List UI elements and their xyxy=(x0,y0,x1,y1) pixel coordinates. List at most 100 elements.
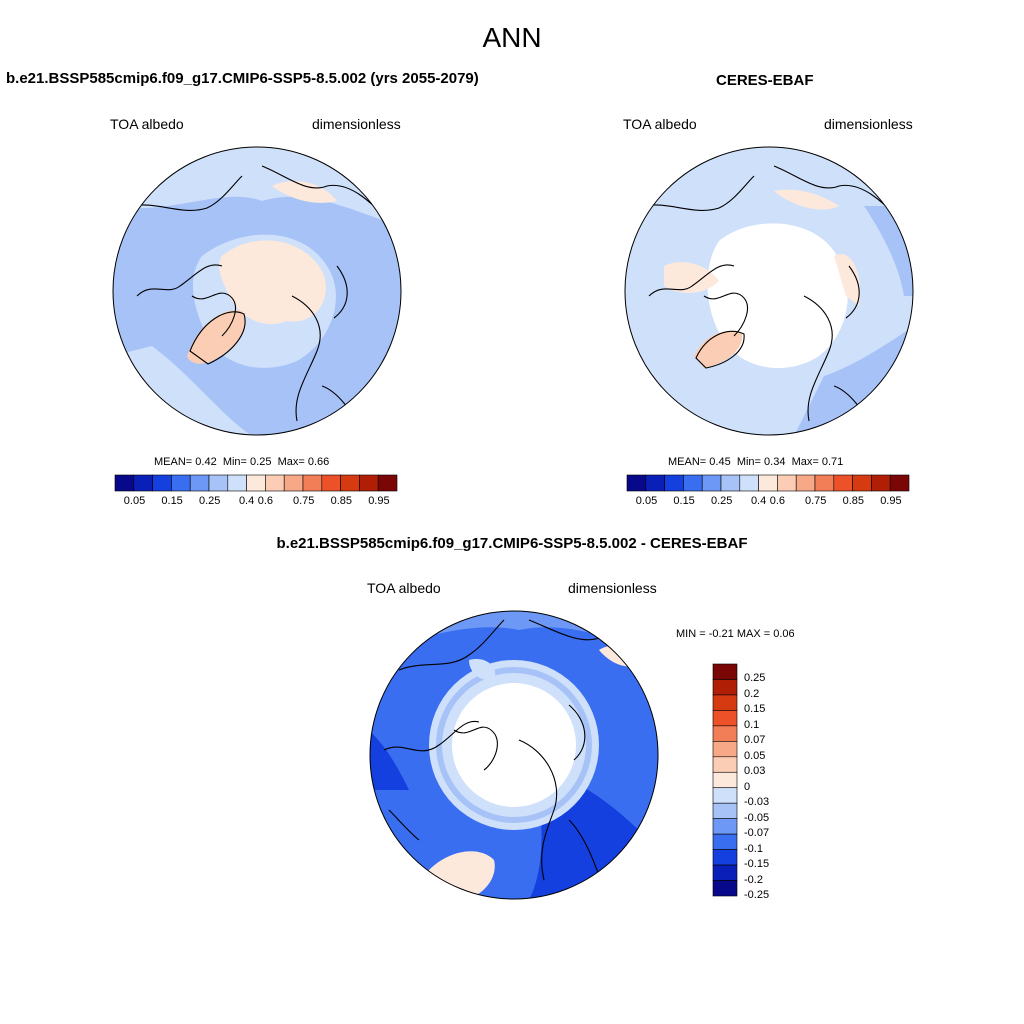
colorbar-model-labels: 0.05 0.15 0.25 0.4 0.6 0.75 0.85 0.95 xyxy=(115,495,397,509)
colorbar-swatch xyxy=(852,474,872,492)
units-label-diff: dimensionless xyxy=(568,580,657,596)
colorbar-tick-label: 0.4 xyxy=(750,495,767,507)
colorbar-obs-labels: 0.05 0.15 0.25 0.4 0.6 0.75 0.85 0.95 xyxy=(627,495,909,509)
min-value: 0.34 xyxy=(764,456,786,468)
variable-label-diff: TOA albedo xyxy=(367,580,441,596)
colorbar-swatch xyxy=(712,741,738,758)
stats-obs: MEAN= 0.45 Min= 0.34 Max= 0.71 xyxy=(668,456,843,468)
colorbar-tick-label: 0.6 xyxy=(257,495,274,507)
colorbar-tick-label: 0.15 xyxy=(744,703,766,716)
colorbar-swatch xyxy=(712,787,738,804)
stats-diff: MIN = -0.21 MAX = 0.06 xyxy=(676,628,795,640)
units-label-model: dimensionless xyxy=(312,116,401,132)
colorbar-tick-label: -0.25 xyxy=(744,889,770,901)
colorbar-swatch xyxy=(302,474,323,492)
colorbar-tick-label: 0.1 xyxy=(744,718,760,731)
colorbar-tick-label: 0.05 xyxy=(744,749,766,762)
colorbar-swatch xyxy=(758,474,778,492)
colorbar-swatch xyxy=(626,474,647,492)
colorbar-swatch xyxy=(712,818,738,835)
colorbar-tick-label: 0.95 xyxy=(880,495,902,507)
mean-value: 0.42 xyxy=(195,456,217,468)
colorbar-tick-label: 0.15 xyxy=(673,495,695,507)
max-label: Max= xyxy=(277,456,305,468)
polar-map-obs xyxy=(624,146,914,436)
colorbar-diff-labels: 0.25 0.2 0.15 0.1 0.07 0.05 0.03 0 -0.03 -0.05 -0.… xyxy=(744,664,804,901)
colorbar-swatch xyxy=(208,474,229,492)
colorbar-tick-label: 0.95 xyxy=(368,495,390,507)
colorbar-swatch xyxy=(712,725,738,742)
colorbar-swatch xyxy=(712,694,738,711)
colorbar-tick-label: -0.05 xyxy=(744,811,770,824)
colorbar-tick-label: -0.03 xyxy=(744,796,770,809)
mean-value: 0.45 xyxy=(709,456,731,468)
colorbar-swatch xyxy=(265,474,285,492)
colorbar-swatch xyxy=(720,474,741,492)
stats-model: MEAN= 0.42 Min= 0.25 Max= 0.66 xyxy=(154,456,329,468)
colorbar-swatch xyxy=(712,864,738,881)
polar-map-model xyxy=(112,146,402,436)
colorbar-swatch xyxy=(712,849,738,866)
panel-title-model: b.e21.BSSP585cmip6.f09_g17.CMIP6-SSP5-8.… xyxy=(6,70,479,87)
min-value: 0.25 xyxy=(250,456,272,468)
figure-title: ANN xyxy=(482,22,542,53)
colorbar-swatch xyxy=(246,474,266,492)
colorbar-tick-label: -0.15 xyxy=(744,858,770,871)
colorbar-tick-label: 0.85 xyxy=(842,495,865,507)
colorbar-swatch xyxy=(871,474,891,492)
colorbar-swatch xyxy=(171,474,191,492)
colorbar-tick-label: 0.75 xyxy=(293,495,315,507)
min-label: Min= xyxy=(736,456,761,468)
colorbar-swatch xyxy=(114,474,135,492)
colorbar-swatch xyxy=(189,474,210,492)
colorbar-swatch xyxy=(645,474,665,492)
colorbar-swatch xyxy=(712,833,738,850)
colorbar-swatch xyxy=(712,663,738,680)
colorbar-tick-label: 0.25 xyxy=(744,672,766,685)
colorbar-swatch xyxy=(712,756,738,773)
polar-map-diff xyxy=(369,610,659,900)
colorbar-tick-label: 0.75 xyxy=(805,495,827,507)
colorbar-swatch xyxy=(712,771,738,789)
colorbar-swatch xyxy=(712,880,738,897)
colorbar-tick-label: 0.07 xyxy=(744,734,766,747)
colorbar-swatch xyxy=(227,474,247,492)
colorbar-tick-label: 0 xyxy=(744,780,751,793)
colorbar-swatch xyxy=(359,474,379,492)
max-value: 0.71 xyxy=(821,456,844,468)
mean-label: MEAN= xyxy=(154,456,193,468)
colorbar-swatch xyxy=(777,474,797,492)
panel-title-obs: CERES-EBAF xyxy=(716,72,814,89)
variable-label-model: TOA albedo xyxy=(110,116,184,132)
units-label-obs: dimensionless xyxy=(824,116,913,132)
max-label: Max= xyxy=(791,456,819,468)
mean-label: MEAN= xyxy=(668,456,707,468)
variable-label-obs: TOA albedo xyxy=(623,116,697,132)
colorbar-swatch xyxy=(683,474,703,492)
colorbar-tick-label: 0.15 xyxy=(161,495,183,507)
colorbar-tick-label: 0.05 xyxy=(635,495,658,507)
panel-title-diff: b.e21.BSSP585cmip6.f09_g17.CMIP6-SSP5-8.… xyxy=(276,535,748,552)
colorbar-swatch xyxy=(283,474,304,492)
max-value: 0.66 xyxy=(307,456,330,468)
colorbar-swatch xyxy=(664,474,684,492)
colorbar-tick-label: 0.05 xyxy=(123,495,146,507)
colorbar-swatch xyxy=(340,474,360,492)
colorbar-tick-label: -0.1 xyxy=(744,842,763,855)
colorbar-tick-label: 0.4 xyxy=(238,495,255,507)
colorbar-tick-label: -0.2 xyxy=(744,873,763,886)
colorbar-swatch xyxy=(712,710,738,727)
colorbar-tick-label: 0.85 xyxy=(330,495,353,507)
colorbar-swatch xyxy=(739,474,759,492)
colorbar-tick-label: 0.6 xyxy=(769,495,786,507)
min-label: Min= xyxy=(222,456,247,468)
colorbar-obs xyxy=(626,474,910,492)
colorbar-swatch xyxy=(795,474,816,492)
colorbar-diff xyxy=(712,663,738,897)
colorbar-swatch xyxy=(377,474,398,492)
colorbar-tick-label: -0.07 xyxy=(744,827,770,840)
colorbar-swatch xyxy=(701,474,722,492)
colorbar-swatch xyxy=(889,474,910,492)
colorbar-swatch xyxy=(152,474,172,492)
colorbar-swatch xyxy=(712,802,738,819)
